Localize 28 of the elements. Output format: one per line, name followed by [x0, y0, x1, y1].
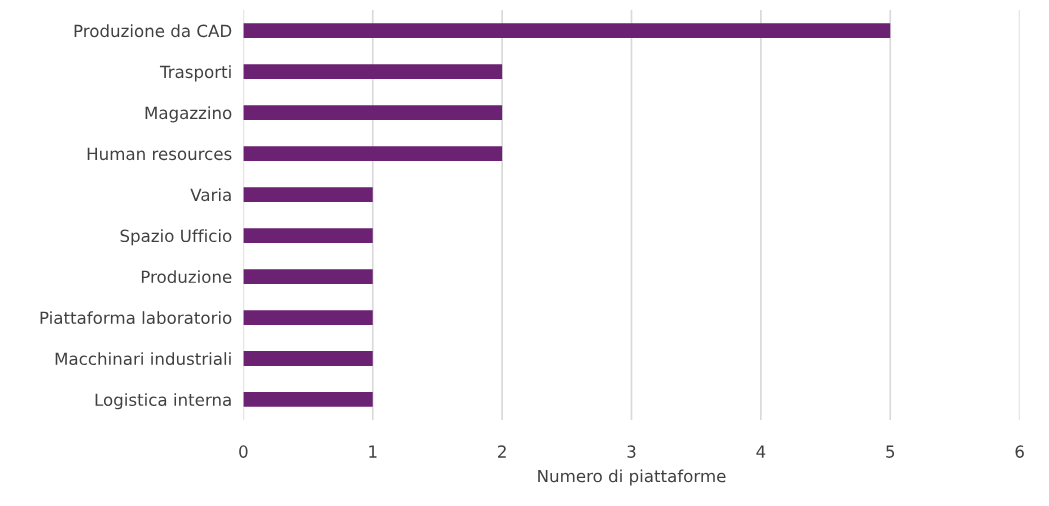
x-tick-label: 1: [369, 445, 377, 458]
bar: [243, 269, 373, 284]
bar: [243, 64, 503, 79]
x-tick-label: 4: [756, 445, 766, 458]
y-tick-label: Produzione da CAD: [74, 24, 232, 38]
x-tick-label: 2: [498, 445, 506, 458]
x-axis-title: Numero di piattaforme: [538, 469, 726, 486]
y-tick-label: Human resources: [87, 147, 232, 161]
bar: [243, 105, 503, 120]
y-tick-label: Varia: [190, 188, 231, 202]
bar: [243, 23, 891, 38]
x-tick-label: 6: [1015, 445, 1024, 458]
y-tick-label: Piattaforma laboratorio: [40, 311, 232, 325]
x-tick-label: 0: [239, 445, 248, 458]
y-tick-label: Magazzino: [145, 106, 232, 123]
y-tick-label: Trasporti: [159, 65, 231, 82]
bar: [243, 187, 373, 202]
y-tick-label: Spazio Ufficio: [120, 229, 232, 246]
bar: [243, 310, 373, 325]
bar: [243, 392, 373, 407]
bar: [243, 228, 373, 243]
bar: [243, 146, 503, 161]
y-tick-label: Macchinari industriali: [55, 352, 231, 366]
x-tick-label: 3: [627, 445, 636, 458]
y-tick-label: Produzione: [141, 270, 232, 284]
bar: [243, 351, 373, 366]
y-tick-label: Logistica interna: [95, 393, 231, 410]
x-tick-label: 5: [886, 445, 895, 458]
